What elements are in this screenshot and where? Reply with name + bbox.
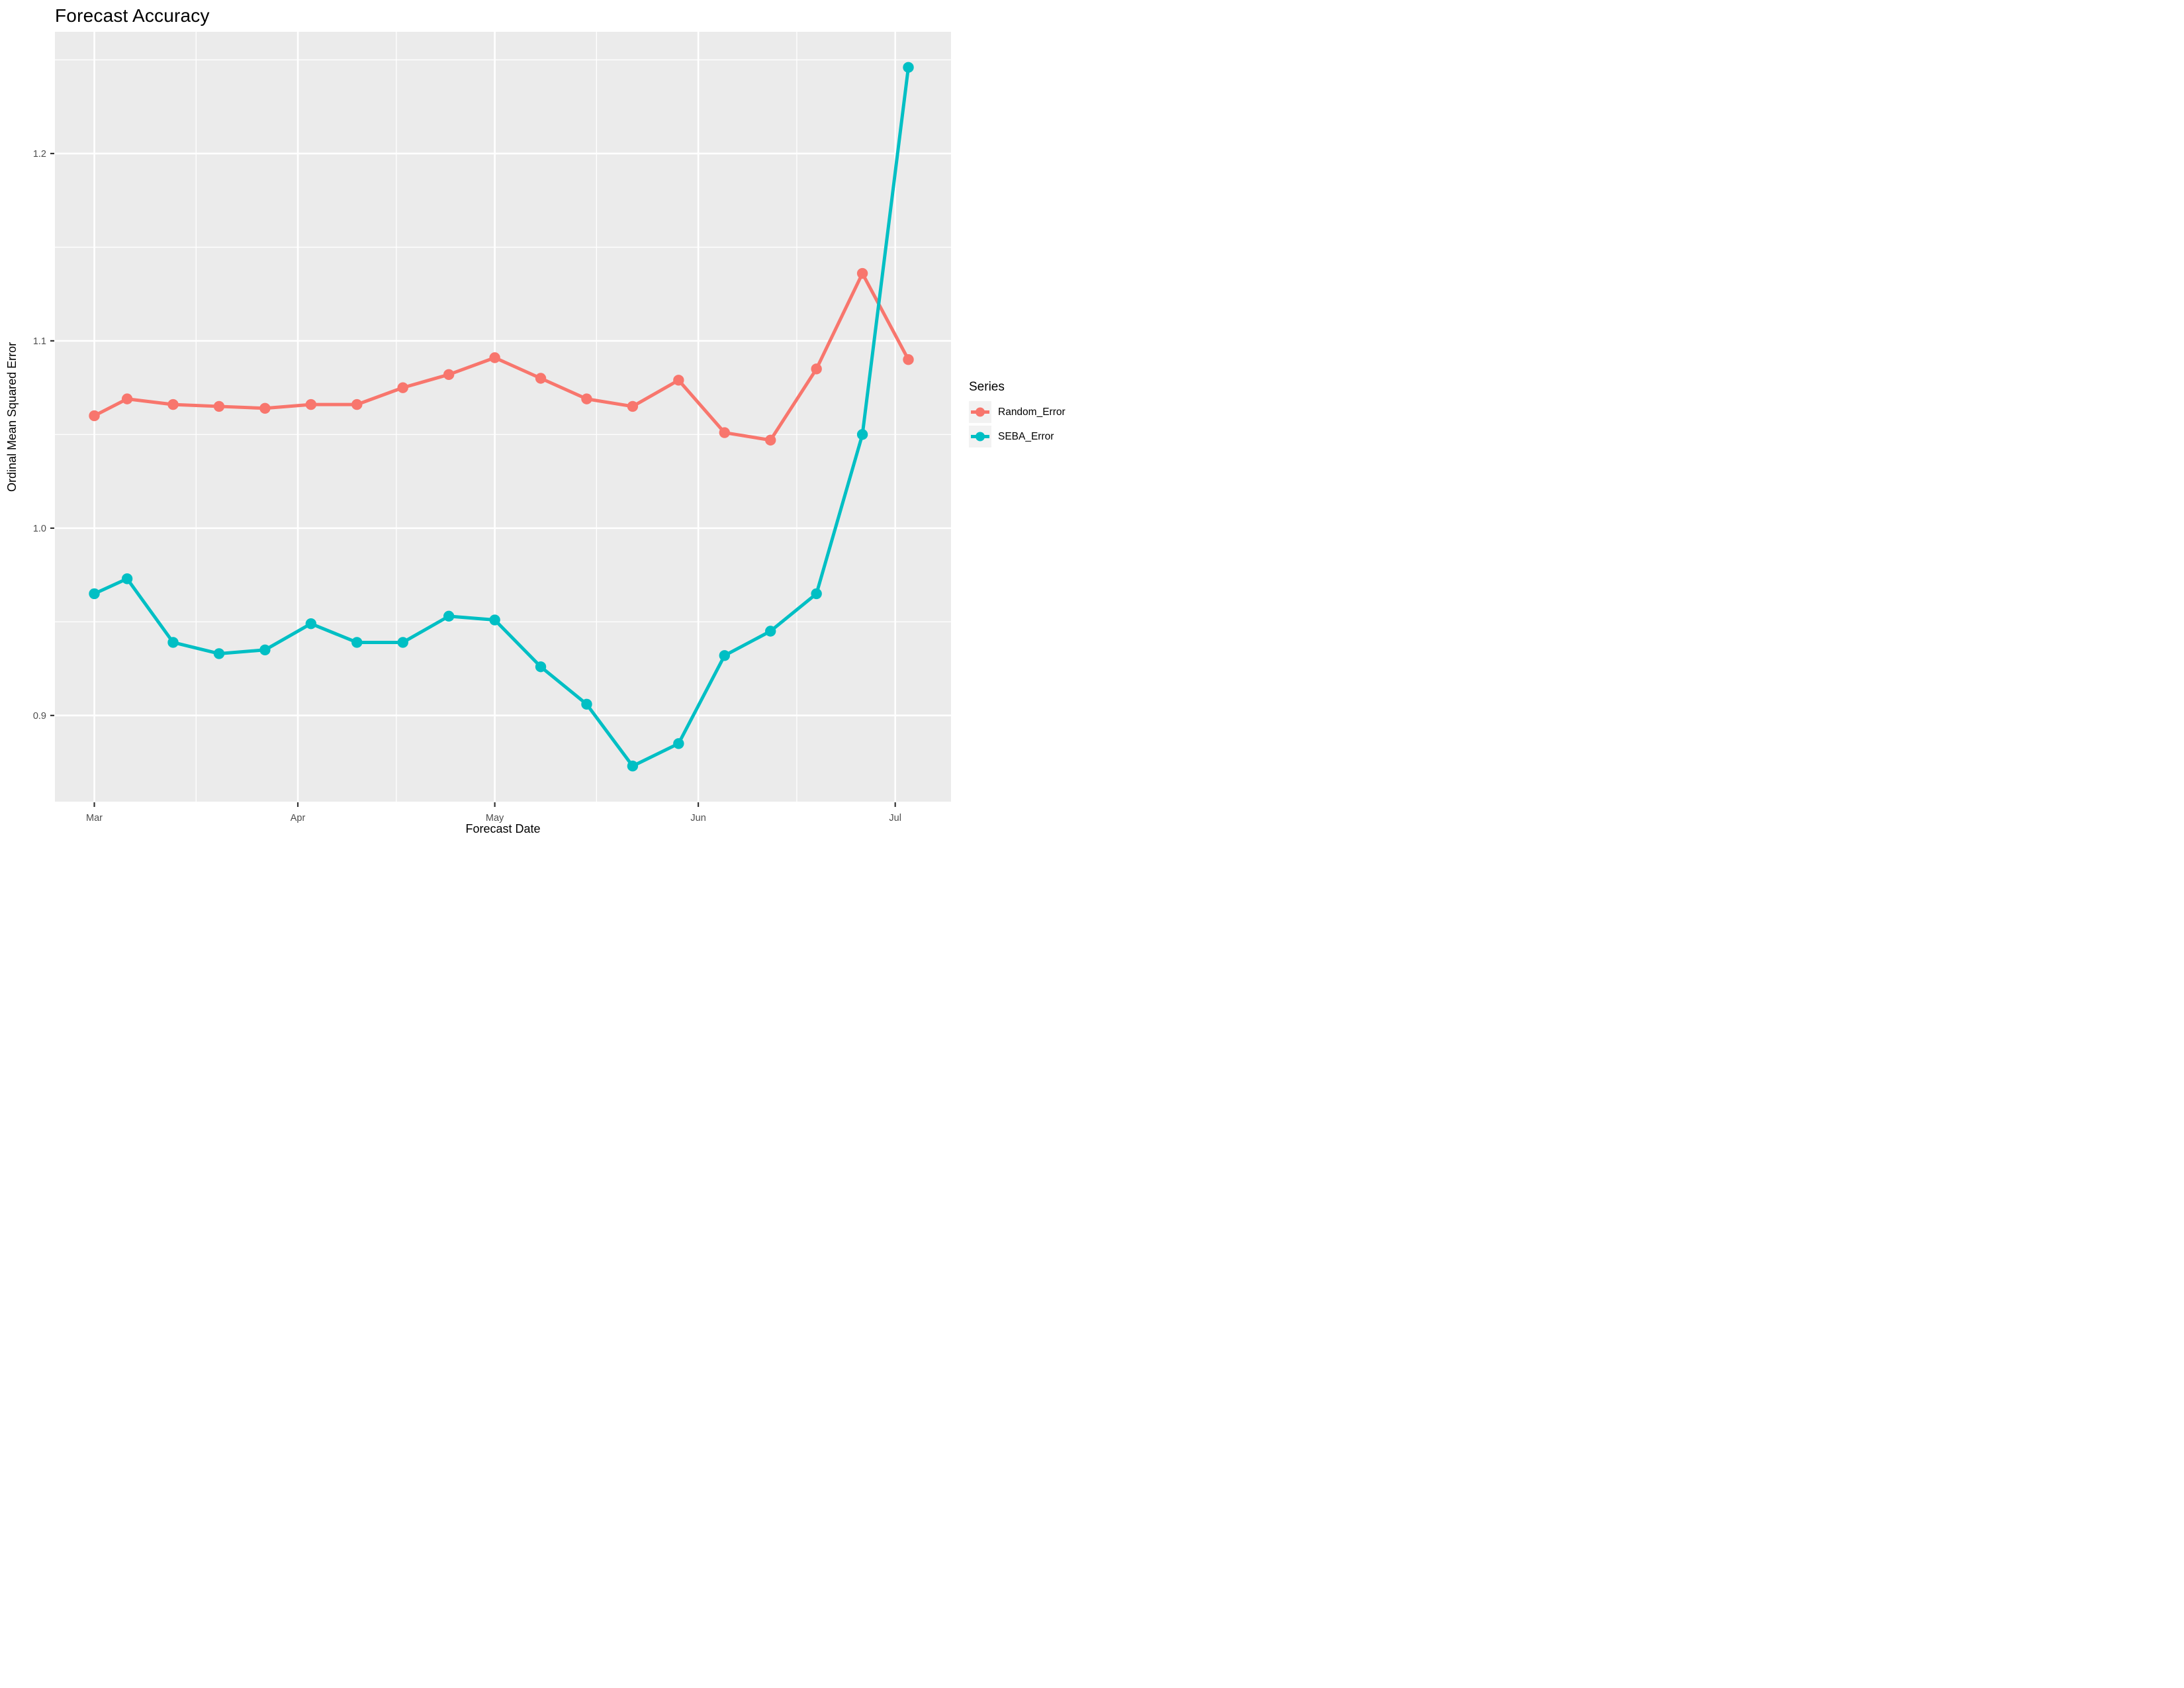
y-axis-title: Ordinal Mean Squared Error: [5, 342, 19, 492]
plot-title: Forecast Accuracy: [55, 5, 210, 26]
SEBA_Error-point-Jun 19: [811, 588, 822, 600]
SEBA_Error-point-Jun 26: [856, 429, 868, 440]
chart-canvas: 0.9 1.0 1.1 1.2 Mar Apr May Jun Jul: [33, 32, 951, 823]
SEBA_Error-point-May 01: [489, 614, 500, 626]
Random_Error-point-Jun 05: [719, 427, 730, 438]
Random_Error-point-Jul 03: [903, 353, 914, 365]
Random_Error-point-Apr 24: [443, 369, 455, 381]
Random_Error-point-Mar 27: [259, 402, 271, 414]
x-tick-label: Mar: [86, 813, 103, 823]
SEBA_Error-point-Mar 20: [213, 648, 225, 659]
Random_Error-point-Apr 17: [397, 382, 408, 393]
SEBA_Error-point-Mar 13: [167, 637, 179, 648]
x-tick-label: Jun: [690, 813, 705, 823]
x-tick-label: Jul: [889, 813, 901, 823]
Random_Error-point-Jun 26: [856, 267, 868, 279]
legend-label-Random_Error: Random_Error: [998, 406, 1066, 418]
y-tick-label: 1.2: [33, 149, 46, 160]
y-tick-label: 1.1: [33, 336, 46, 347]
x-tick-label: May: [486, 813, 504, 823]
x-axis-title: Forecast Date: [465, 822, 541, 835]
legend-key-SEBA_Error: [969, 426, 991, 447]
legend-glyph-SEBA_Error: [971, 432, 989, 442]
SEBA_Error-point-May 15: [581, 698, 592, 710]
SEBA_Error-point-Jun 12: [765, 626, 776, 637]
SEBA_Error-point-Jun 05: [719, 650, 730, 661]
Random_Error-point-Mar 13: [167, 399, 179, 410]
forecast-accuracy-figure: Forecast Accuracy 0.9 1.0 1.1 1.2 Mar Apr May J…: [0, 0, 1092, 844]
legend-items: Random_Error SEBA_Error: [969, 401, 1066, 447]
SEBA_Error-point-Mar 06: [121, 573, 133, 585]
SEBA_Error-point-Apr 17: [397, 637, 408, 648]
Random_Error-point-Mar 06: [121, 393, 133, 404]
SEBA_Error-point-May 08: [535, 661, 547, 673]
SEBA_Error-point-Apr 03: [305, 618, 317, 630]
SEBA_Error-point-Apr 24: [443, 610, 455, 622]
Random_Error-point-Apr 03: [305, 399, 317, 410]
y-tick-label: 0.9: [33, 711, 46, 722]
legend-key-Random_Error: [969, 401, 991, 423]
legend-item-Random_Error: Random_Error: [969, 401, 1066, 423]
x-tick-label: Apr: [291, 813, 306, 823]
SEBA_Error-point-Apr 10: [351, 637, 363, 648]
Random_Error-point-Mar 01: [89, 410, 100, 422]
legend-label-SEBA_Error: SEBA_Error: [998, 430, 1054, 442]
SEBA_Error-point-May 22: [627, 761, 639, 772]
Random_Error-point-Jun 19: [811, 363, 822, 375]
Random_Error-point-Mar 20: [213, 400, 225, 412]
Random_Error-point-May 15: [581, 393, 592, 404]
legend: Series Random_Error SEBA_Error: [969, 380, 1066, 450]
Random_Error-point-May 29: [673, 375, 684, 386]
Random_Error-point-Apr 10: [351, 399, 363, 410]
Random_Error-point-May 08: [535, 373, 547, 384]
panel-background: [55, 32, 951, 802]
y-tick-label: 1.0: [33, 524, 46, 534]
SEBA_Error-point-Mar 01: [89, 588, 100, 600]
SEBA_Error-point-Jul 03: [903, 62, 914, 73]
Random_Error-point-May 01: [489, 352, 500, 363]
Random_Error-point-May 22: [627, 400, 639, 412]
Random_Error-point-Jun 12: [765, 434, 776, 446]
legend-title: Series: [969, 380, 1005, 394]
legend-glyph-Random_Error: [971, 407, 989, 417]
SEBA_Error-point-May 29: [673, 738, 684, 749]
legend-item-SEBA_Error: SEBA_Error: [969, 426, 1066, 447]
SEBA_Error-point-Mar 27: [259, 644, 271, 655]
